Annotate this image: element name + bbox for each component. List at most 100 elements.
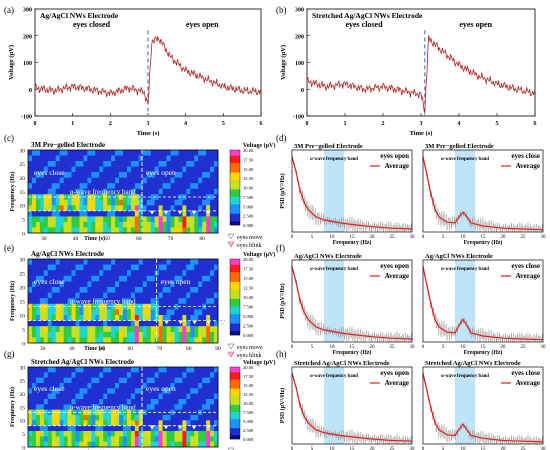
spectrogram-cell <box>115 420 120 426</box>
legend-average: Average <box>385 272 409 280</box>
colorbar-segment <box>230 210 240 213</box>
spectrogram-cell <box>170 404 175 410</box>
spectrogram-cell <box>138 221 144 228</box>
colorbar-tick-label: 2.500 <box>243 214 254 219</box>
spectrogram-cell <box>43 172 49 178</box>
spectrogram-cell <box>63 415 68 421</box>
spectrogram-cell <box>91 431 96 437</box>
spectrogram-cell <box>198 441 203 448</box>
spectrogram-cell <box>107 166 112 173</box>
spectrogram-cell <box>59 275 64 282</box>
spectrogram-cell <box>115 281 120 288</box>
x-tick-label: 50 <box>98 346 104 352</box>
spectrogram-cell <box>95 436 100 442</box>
spectrogram-cell <box>39 188 45 195</box>
spectrogram-cell <box>178 436 183 442</box>
spectrogram-cell <box>111 431 116 437</box>
spectrogram-cell <box>154 309 159 316</box>
spectrogram-cell <box>142 441 148 448</box>
colorbar-segment <box>230 270 240 273</box>
spectrogram-cell <box>162 337 167 344</box>
spectrogram-cell <box>35 326 41 333</box>
x-tick-label: 30 <box>410 235 416 240</box>
spectrogram-cell <box>158 315 163 321</box>
spectrogram-cell <box>67 150 72 156</box>
spectrogram-cell <box>119 264 124 271</box>
spectrogram-cell <box>166 205 171 212</box>
spectrogram-cell <box>190 337 195 344</box>
panel-letter: (a) <box>4 5 14 15</box>
spectrogram-cell <box>142 205 148 212</box>
y-tick-label: 0 <box>22 341 25 347</box>
spectrogram-cell <box>210 161 215 167</box>
spectrogram-cell <box>130 367 136 373</box>
spectrogram-cell <box>83 337 88 344</box>
spectrogram-cell <box>59 303 64 310</box>
spectrogram-cell <box>39 337 45 344</box>
y-tick-label: 15 <box>20 299 26 305</box>
x-tick-label: 80 <box>199 236 205 242</box>
spectrogram-cell <box>194 188 199 195</box>
spectrogram-cell <box>83 210 88 217</box>
spectrogram-cell <box>99 383 104 389</box>
spectrogram-cell <box>146 150 152 156</box>
spectrogram-cell <box>67 227 72 234</box>
spectrogram-cell <box>31 388 37 394</box>
spectrogram-cell <box>138 393 144 400</box>
spectrogram-cell <box>79 188 84 195</box>
spectrogram-cell <box>119 221 124 228</box>
spectrogram-cell <box>190 383 195 389</box>
spectrogram-cell <box>47 326 53 333</box>
spectrogram-cell <box>31 337 37 344</box>
spectrogram-cell <box>186 331 191 338</box>
spectrogram-cell <box>83 227 88 234</box>
spectrogram-cell <box>134 183 140 190</box>
spectrogram-cell <box>186 320 191 327</box>
spectrogram-cell <box>115 309 120 316</box>
spectrogram-cell <box>162 298 167 305</box>
spectrogram-cell <box>166 221 171 228</box>
spectrogram-cell <box>202 309 207 316</box>
spectrogram-cell <box>43 420 49 426</box>
spectrogram-cell <box>214 292 219 299</box>
spectrogram-cell <box>67 337 72 344</box>
spectrogram-cell <box>59 425 64 432</box>
spectrogram-cell <box>123 259 128 265</box>
spectrogram-cell <box>186 264 191 271</box>
spectrogram-cell <box>115 320 120 327</box>
x-tick-label: 80 <box>186 346 192 352</box>
spectrogram-cell <box>55 377 60 384</box>
spectrogram-cell <box>162 177 167 184</box>
x-tick-label: 30 <box>541 345 547 350</box>
spectrogram-cell <box>31 331 37 338</box>
spectrogram-cell <box>39 216 45 223</box>
spectrogram-cell <box>63 275 68 282</box>
spectrogram-cell <box>39 441 45 448</box>
spectrogram-cell <box>162 372 167 378</box>
colorbar-tick-label: 10.00 <box>243 295 254 300</box>
spectrogram-cell <box>150 377 155 384</box>
spectrogram-cell <box>51 393 57 400</box>
spectrogram-cell <box>119 367 124 373</box>
spectrogram-cell <box>35 188 41 195</box>
spectrogram-cell <box>83 331 88 338</box>
spectrogram-cell <box>158 199 163 206</box>
spectrogram-cell <box>47 150 53 156</box>
spectrogram-cell <box>83 377 88 384</box>
spectrogram-cell <box>170 221 175 228</box>
spectrogram-cell <box>174 326 179 333</box>
spectrogram-cell <box>186 183 191 190</box>
spectrogram-cell <box>39 264 45 271</box>
spectrogram-cell <box>198 188 203 195</box>
spectrogram-cell <box>142 315 148 321</box>
spectrogram-cell <box>202 298 207 305</box>
spectrogram-cell <box>115 205 120 212</box>
spectrogram-cell <box>119 298 124 305</box>
spectrogram-cell <box>130 264 136 271</box>
colorbar-segment <box>230 223 240 226</box>
spectrogram-cell <box>182 425 187 432</box>
plot-frame <box>27 149 219 234</box>
spectrogram-cell <box>154 188 159 195</box>
spectrogram-cell <box>28 372 33 378</box>
spectrogram-cell <box>206 298 211 305</box>
